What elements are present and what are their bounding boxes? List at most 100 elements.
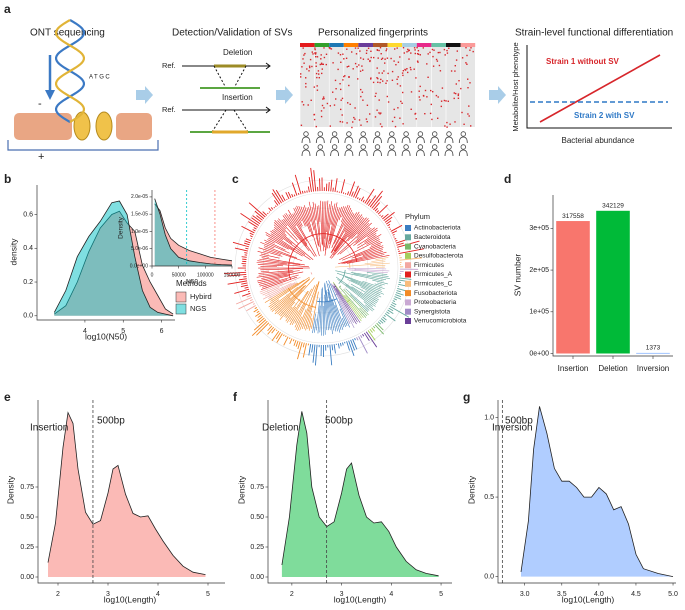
heat-dot xyxy=(397,83,398,84)
heat-dot xyxy=(314,52,315,53)
x-tick-label: 100000 xyxy=(197,272,214,278)
person-icon xyxy=(361,132,366,137)
leaf-bar xyxy=(233,242,249,247)
heat-dot xyxy=(416,47,417,48)
heat-dot xyxy=(399,56,400,57)
heat-dot xyxy=(315,56,316,57)
leaf-bar xyxy=(251,218,259,224)
heat-dot xyxy=(343,58,344,59)
person-icon xyxy=(390,145,395,150)
heat-dot xyxy=(380,123,381,124)
leaf-bar xyxy=(397,291,401,292)
leaf-bar xyxy=(395,295,401,297)
heat-dot xyxy=(439,52,440,53)
legend: ActinobacteriotaBacteroidotaCyanobacteri… xyxy=(405,225,467,325)
heat-dot xyxy=(342,98,343,99)
heat-dot xyxy=(432,56,433,57)
leaf-bar xyxy=(378,205,388,214)
heat-dot xyxy=(458,95,459,96)
heat-dot xyxy=(439,65,440,66)
heat-dot xyxy=(448,101,449,102)
heat-dot xyxy=(466,55,467,56)
leaf-bar xyxy=(254,309,258,312)
axis-label: Bacterial abundance xyxy=(562,136,635,145)
y-tick-label: 1.0e-05 xyxy=(131,229,148,235)
heat-dot xyxy=(302,58,303,59)
leaf-bar xyxy=(355,338,356,340)
heat-dot xyxy=(337,69,338,70)
heat-dot xyxy=(446,126,447,127)
leaf-bar xyxy=(380,320,384,323)
heat-dot xyxy=(455,93,456,94)
group-bar xyxy=(373,43,388,47)
branch xyxy=(340,309,347,326)
heat-dot xyxy=(457,50,458,51)
heat-dot xyxy=(392,71,393,72)
leaf-bar xyxy=(253,229,256,231)
y-tick-label: 1.5e-05 xyxy=(131,212,148,218)
leaf-bar xyxy=(353,186,358,198)
heat-dot xyxy=(387,58,388,59)
legend-swatch xyxy=(405,272,411,278)
leaf-bar xyxy=(347,191,348,194)
y-tick-label: 0.00 xyxy=(250,574,264,581)
heat-dot xyxy=(381,126,382,127)
leaf-bar xyxy=(249,203,265,217)
heat-dot xyxy=(359,119,360,120)
heat-dot xyxy=(420,86,421,87)
heat-dot xyxy=(378,50,379,51)
leaf-bar xyxy=(373,326,375,328)
leaf-bar xyxy=(256,323,268,336)
heat-dot xyxy=(321,63,322,64)
y-tick-label: 0.6 xyxy=(23,211,33,218)
leaf-bar xyxy=(397,243,404,245)
heat-dot xyxy=(332,92,333,93)
leaf-bar xyxy=(363,200,364,202)
branch xyxy=(342,318,345,327)
heat-dot xyxy=(410,69,411,70)
person-icon xyxy=(418,132,423,137)
y-tick-label: 5.0e-06 xyxy=(131,246,148,252)
group-bar xyxy=(417,43,432,47)
step-title: ONT sequencing xyxy=(30,28,105,39)
heat-dot xyxy=(400,101,401,102)
heat-dot xyxy=(329,47,330,48)
value-label: 1373 xyxy=(646,345,661,352)
leaf-bar xyxy=(314,170,316,191)
panel-label: d xyxy=(504,172,511,186)
legend-swatch xyxy=(405,244,411,250)
heat-dot xyxy=(468,105,469,106)
heat-dot xyxy=(420,54,421,55)
leaf-bar xyxy=(396,240,406,244)
heat-dot xyxy=(436,59,437,60)
x-tick-label: 4.5 xyxy=(631,591,641,598)
leaf-bar xyxy=(361,335,362,338)
person-icon xyxy=(390,132,395,137)
heat-dot xyxy=(381,53,382,54)
heat-dot xyxy=(431,119,432,120)
leaf-bar xyxy=(392,302,396,304)
leaf-bar xyxy=(313,345,315,363)
heat-dot xyxy=(378,112,379,113)
heat-dot xyxy=(351,51,352,52)
heat-dot xyxy=(377,50,378,51)
x-tick-label: 150000 xyxy=(224,272,241,278)
heat-dot xyxy=(303,104,304,105)
y-axis-label: Density xyxy=(466,475,476,504)
charge-label: - xyxy=(38,98,42,110)
heat-dot xyxy=(429,52,430,53)
heat-dot xyxy=(305,86,306,87)
leaf-bar xyxy=(295,175,301,194)
heat-dot xyxy=(323,107,324,108)
heat-dot xyxy=(379,82,380,83)
heat-dot xyxy=(311,100,312,101)
heat-dot xyxy=(348,66,349,67)
heat-dot xyxy=(353,117,354,118)
heat-dot xyxy=(466,64,467,65)
y-tick-label: 0.50 xyxy=(20,514,34,521)
heat-dot xyxy=(378,57,379,58)
x-tick-label: Insertion xyxy=(558,364,589,373)
heat-dot xyxy=(321,73,322,74)
branch xyxy=(367,272,387,274)
